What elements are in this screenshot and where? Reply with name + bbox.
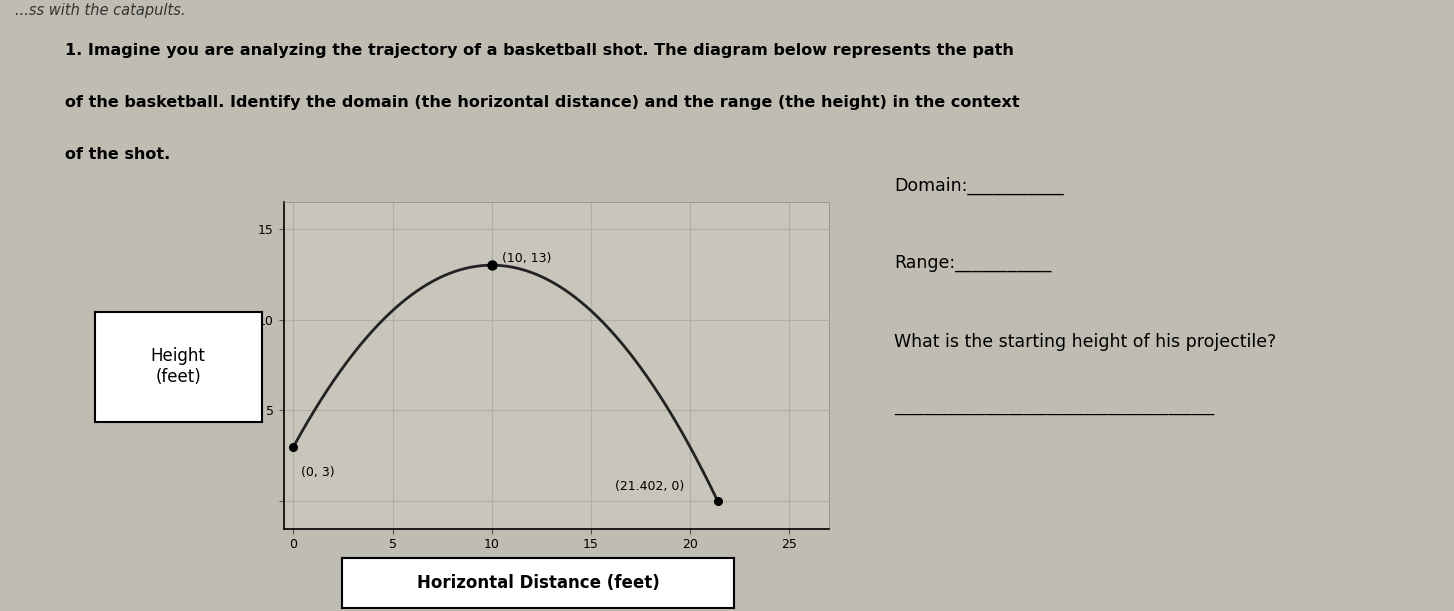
Text: of the shot.: of the shot. [65,147,170,162]
Text: Range:___________: Range:___________ [894,254,1051,271]
Text: __________________________________________: ________________________________________… [894,400,1214,415]
Text: Horizontal Distance (feet): Horizontal Distance (feet) [417,574,659,592]
Text: 1. Imagine you are analyzing the trajectory of a basketball shot. The diagram be: 1. Imagine you are analyzing the traject… [65,43,1015,58]
Text: (21.402, 0): (21.402, 0) [615,480,683,493]
Text: of the basketball. Identify the domain (the horizontal distance) and the range (: of the basketball. Identify the domain (… [65,95,1021,110]
Text: (0, 3): (0, 3) [301,466,334,479]
Text: ...ss with the catapults.: ...ss with the catapults. [15,3,185,18]
Text: Height
(feet): Height (feet) [151,347,205,386]
Text: (10, 13): (10, 13) [502,252,551,265]
Text: Domain:___________: Domain:___________ [894,177,1064,196]
Text: What is the starting height of his projectile?: What is the starting height of his proje… [894,333,1277,351]
